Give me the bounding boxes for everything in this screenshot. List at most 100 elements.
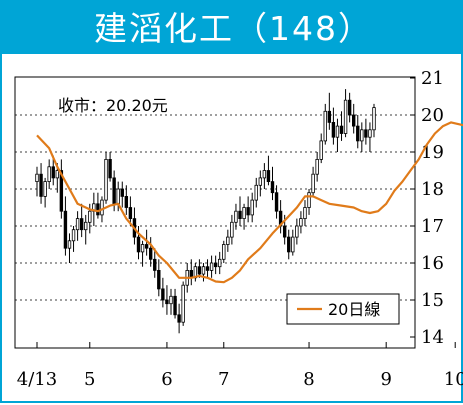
candle-body: [59, 170, 64, 212]
candle-body: [173, 295, 177, 316]
candle-body: [226, 236, 230, 245]
candle-body: [242, 207, 246, 220]
candle-body: [96, 203, 100, 216]
candle-body: [71, 229, 76, 242]
candle-body: [112, 177, 116, 205]
candle-body: [230, 221, 234, 238]
x-axis-ticks: 4/13 5 6 7 8 9 10: [17, 342, 463, 390]
candle-body: [351, 114, 356, 127]
x-tick-label: 5: [84, 369, 95, 390]
candle-body: [368, 129, 372, 138]
candle-body: [295, 225, 299, 238]
candle-body: [311, 173, 315, 194]
candle-body: [343, 99, 348, 134]
close-price-label: 收市：20.20元: [58, 96, 168, 115]
y-tick-label: 21: [421, 68, 444, 89]
candle-body: [116, 188, 120, 205]
candle-body: [177, 314, 181, 323]
candle-body: [124, 195, 129, 208]
candle-body: [323, 110, 327, 142]
candle-body: [347, 99, 352, 116]
candle-body: [165, 299, 169, 305]
y-tick-label: 15: [421, 290, 444, 311]
candle-body: [270, 181, 275, 194]
y-tick-label: 16: [421, 253, 444, 274]
y-tick-label: 20: [421, 105, 444, 126]
candle-body: [234, 210, 238, 223]
candle-body: [372, 107, 376, 131]
candle-body: [356, 125, 360, 142]
chart-title: 建滔化工（148）: [94, 8, 373, 48]
candle-body: [319, 140, 323, 160]
candle-body: [364, 129, 368, 138]
candle-body: [51, 166, 55, 179]
candle-body: [262, 170, 267, 179]
x-tick-label: 4/13: [17, 369, 57, 390]
candle-body: [84, 221, 88, 231]
candle-body: [140, 244, 145, 253]
candle-body: [299, 218, 303, 227]
legend-label-ma20: 20日線: [328, 300, 380, 319]
candle-body: [104, 158, 108, 201]
candle-body: [108, 158, 112, 179]
candle-body: [67, 240, 72, 249]
candle-body: [47, 166, 51, 183]
candle-body: [250, 199, 254, 216]
candle-body: [201, 266, 206, 275]
candle-body: [153, 258, 157, 271]
candle-body: [209, 262, 214, 271]
y-tick-label: 14: [421, 327, 444, 348]
candle-body: [291, 236, 295, 253]
candle-body: [222, 244, 226, 260]
candle-body: [148, 247, 153, 260]
x-tick-label: 7: [218, 369, 229, 390]
candle-body: [161, 288, 165, 301]
candle-body: [254, 184, 258, 201]
candle-body: [315, 158, 319, 175]
candle-body: [128, 207, 133, 220]
y-axis-ticks: 14 15 16 17 18 19 20 21: [410, 68, 444, 348]
candle-body: [88, 210, 92, 223]
x-tick-label: 6: [161, 369, 172, 390]
candle-body: [246, 207, 250, 216]
candle-body: [197, 266, 202, 275]
candle-body: [335, 125, 340, 138]
candle-body: [144, 244, 149, 249]
candle-body: [339, 125, 344, 134]
x-tick-label: 10: [444, 369, 463, 390]
candle-body: [205, 266, 210, 271]
candle-body: [157, 269, 161, 290]
candle-body: [120, 188, 124, 197]
x-tick-label: 9: [380, 369, 391, 390]
candle-body: [136, 236, 141, 253]
candle-body: [55, 170, 60, 179]
y-tick-label: 18: [421, 179, 444, 200]
candle-body: [331, 122, 336, 138]
candle-body: [169, 295, 173, 305]
candle-body: [79, 218, 84, 231]
candle-body: [327, 110, 332, 123]
candle-body: [266, 170, 271, 183]
x-tick-label: 8: [303, 369, 314, 390]
candle-body: [35, 173, 39, 182]
candle-body: [75, 218, 80, 231]
legend: 20日線: [286, 293, 400, 325]
y-tick-label: 17: [421, 216, 444, 237]
candle-body: [43, 181, 47, 197]
candle-body: [258, 177, 263, 186]
plot-area-border: [14, 76, 416, 349]
candle-body: [213, 262, 218, 268]
candle-body: [360, 129, 364, 142]
candle-body: [238, 210, 242, 219]
candle-body: [303, 207, 307, 220]
candle-body: [307, 192, 311, 208]
candle-body: [282, 225, 287, 238]
candle-body: [218, 258, 222, 268]
candle-body: [274, 192, 279, 212]
candle-body: [287, 236, 291, 253]
y-tick-label: 19: [421, 142, 444, 163]
candle-body: [100, 199, 104, 216]
ma20-line: [36, 121, 463, 284]
